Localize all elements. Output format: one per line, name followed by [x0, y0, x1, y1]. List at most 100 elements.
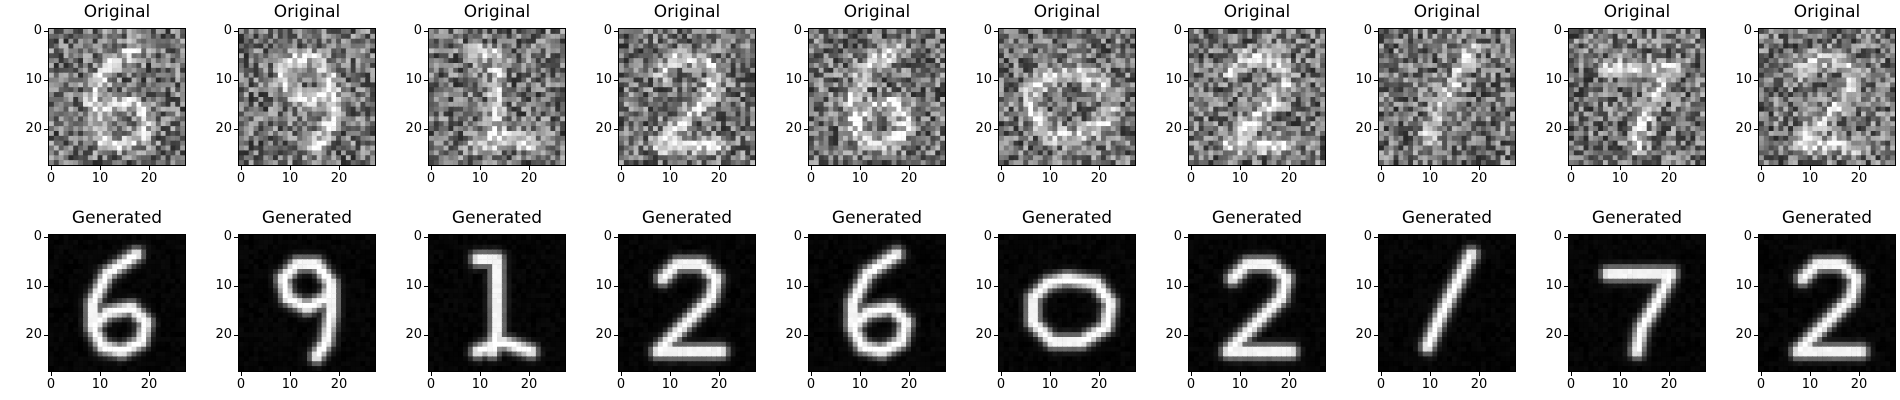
clean-digit-image-8 — [1378, 234, 1516, 372]
x-tick-label: 0 — [426, 377, 436, 392]
y-tick-mark — [994, 129, 998, 130]
x-tick-mark — [1289, 372, 1290, 376]
y-tick-mark — [424, 335, 428, 336]
y-tick-mark — [994, 31, 998, 32]
x-tick-mark — [1240, 372, 1241, 376]
x-tick-mark — [480, 166, 481, 170]
x-tick-label: 10 — [661, 171, 679, 186]
x-tick-label: 20 — [520, 171, 538, 186]
y-tick-mark — [994, 237, 998, 238]
x-tick-label: 0 — [616, 171, 626, 186]
y-tick-label: 0 — [1743, 23, 1752, 38]
y-tick-label: 0 — [413, 229, 422, 244]
x-tick-mark — [1099, 166, 1100, 170]
x-tick-label: 0 — [1756, 171, 1766, 186]
x-tick-mark — [1050, 166, 1051, 170]
x-tick-label: 20 — [330, 377, 348, 392]
y-tick-label: 0 — [33, 229, 42, 244]
clean-digit-image-3 — [428, 234, 566, 372]
x-tick-mark — [1289, 166, 1290, 170]
x-tick-label: 10 — [851, 171, 869, 186]
x-tick-label: 0 — [1566, 377, 1576, 392]
y-tick-label: 0 — [983, 229, 992, 244]
x-tick-mark — [909, 372, 910, 376]
y-tick-label: 20 — [405, 327, 422, 342]
y-tick-label: 0 — [33, 23, 42, 38]
y-tick-mark — [424, 80, 428, 81]
x-tick-mark — [1571, 372, 1572, 376]
x-tick-mark — [529, 166, 530, 170]
x-tick-mark — [51, 372, 52, 376]
y-tick-mark — [1754, 31, 1758, 32]
y-tick-label: 0 — [603, 229, 612, 244]
clean-panel-title-3: Generated — [451, 208, 543, 228]
x-tick-mark — [1571, 166, 1572, 170]
y-tick-label: 10 — [405, 278, 422, 293]
clean-panel-title-10: Generated — [1781, 208, 1873, 228]
x-tick-mark — [149, 166, 150, 170]
x-tick-mark — [100, 372, 101, 376]
x-tick-label: 10 — [1421, 377, 1439, 392]
y-tick-label: 0 — [1173, 23, 1182, 38]
noisy-digit-image-3 — [428, 28, 566, 166]
x-tick-mark — [811, 372, 812, 376]
x-tick-mark — [1381, 166, 1382, 170]
noisy-digit-image-5 — [808, 28, 946, 166]
x-tick-label: 0 — [996, 171, 1006, 186]
noisy-panel-title-3: Original — [463, 2, 531, 22]
y-tick-label: 10 — [1355, 278, 1372, 293]
noisy-panel-title-2: Original — [273, 2, 341, 22]
clean-panel-title-8: Generated — [1401, 208, 1493, 228]
y-tick-mark — [44, 129, 48, 130]
clean-panel-title-9: Generated — [1591, 208, 1683, 228]
x-tick-mark — [1669, 166, 1670, 170]
y-tick-mark — [1184, 237, 1188, 238]
x-tick-mark — [1620, 372, 1621, 376]
y-tick-mark — [44, 80, 48, 81]
y-tick-label: 10 — [975, 72, 992, 87]
x-tick-mark — [1430, 372, 1431, 376]
y-tick-mark — [234, 237, 238, 238]
x-tick-label: 20 — [1470, 377, 1488, 392]
x-tick-mark — [290, 372, 291, 376]
noisy-digit-image-1 — [48, 28, 186, 166]
y-tick-label: 0 — [1363, 229, 1372, 244]
y-tick-mark — [1754, 80, 1758, 81]
y-tick-mark — [614, 129, 618, 130]
y-tick-label: 0 — [983, 23, 992, 38]
noisy-panel-title-9: Original — [1603, 2, 1671, 22]
x-tick-mark — [1859, 166, 1860, 170]
x-tick-label: 0 — [1376, 171, 1386, 186]
noisy-digit-image-8 — [1378, 28, 1516, 166]
x-tick-label: 0 — [996, 377, 1006, 392]
noisy-digit-image-6 — [998, 28, 1136, 166]
y-tick-label: 20 — [215, 121, 232, 136]
y-tick-mark — [994, 80, 998, 81]
x-tick-label: 10 — [281, 377, 299, 392]
y-tick-label: 20 — [1735, 327, 1752, 342]
y-tick-mark — [1184, 286, 1188, 287]
y-tick-mark — [1374, 129, 1378, 130]
x-tick-label: 10 — [1231, 377, 1249, 392]
y-tick-mark — [1564, 335, 1568, 336]
noisy-panel-title-8: Original — [1413, 2, 1481, 22]
x-tick-mark — [1191, 372, 1192, 376]
y-tick-label: 20 — [1735, 121, 1752, 136]
x-tick-mark — [719, 166, 720, 170]
x-tick-mark — [529, 372, 530, 376]
clean-digit-image-5 — [808, 234, 946, 372]
y-tick-label: 0 — [793, 23, 802, 38]
y-tick-label: 10 — [405, 72, 422, 87]
noisy-digit-image-10 — [1758, 28, 1896, 166]
x-tick-mark — [670, 166, 671, 170]
x-tick-label: 20 — [140, 171, 158, 186]
x-tick-label: 20 — [1470, 171, 1488, 186]
y-tick-label: 10 — [215, 278, 232, 293]
x-tick-mark — [1810, 372, 1811, 376]
y-tick-label: 10 — [1545, 72, 1562, 87]
x-tick-label: 20 — [1280, 171, 1298, 186]
x-tick-label: 0 — [46, 377, 56, 392]
x-tick-label: 20 — [520, 377, 538, 392]
x-tick-mark — [1240, 166, 1241, 170]
noisy-digit-image-4 — [618, 28, 756, 166]
